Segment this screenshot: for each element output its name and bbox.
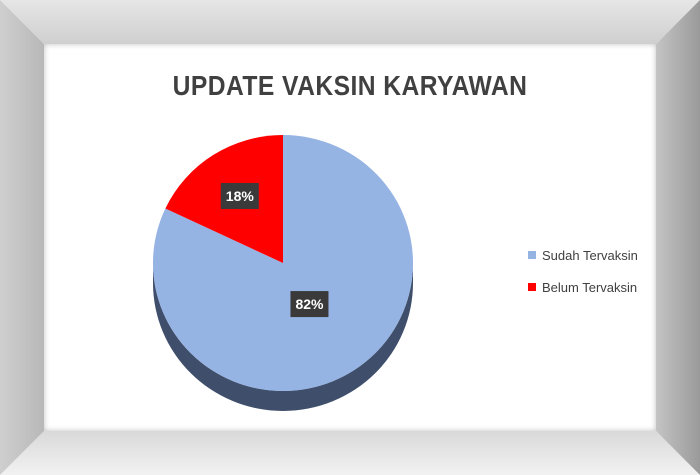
legend: Sudah Tervaksin Belum Tervaksin	[528, 246, 638, 310]
frame-top	[0, 0, 700, 44]
pie-side	[153, 263, 413, 411]
legend-item-sudah: Sudah Tervaksin	[528, 246, 638, 264]
frame-left	[0, 0, 44, 475]
legend-swatch	[528, 283, 536, 291]
legend-label: Belum Tervaksin	[542, 279, 638, 295]
legend-item-belum: Belum Tervaksin	[528, 278, 638, 296]
data-label-sudah: 82%	[290, 291, 329, 318]
chart-title: UPDATE VAKSIN KARYAWAN	[172, 70, 528, 101]
legend-label: Sudah Tervaksin	[542, 247, 638, 263]
svg-text:82%: 82%	[295, 296, 324, 312]
svg-text:18%: 18%	[226, 188, 255, 204]
legend-swatch	[528, 251, 536, 259]
frame-bottom	[0, 431, 700, 475]
frame-right	[656, 0, 700, 475]
data-label-belum: 18%	[220, 182, 259, 209]
